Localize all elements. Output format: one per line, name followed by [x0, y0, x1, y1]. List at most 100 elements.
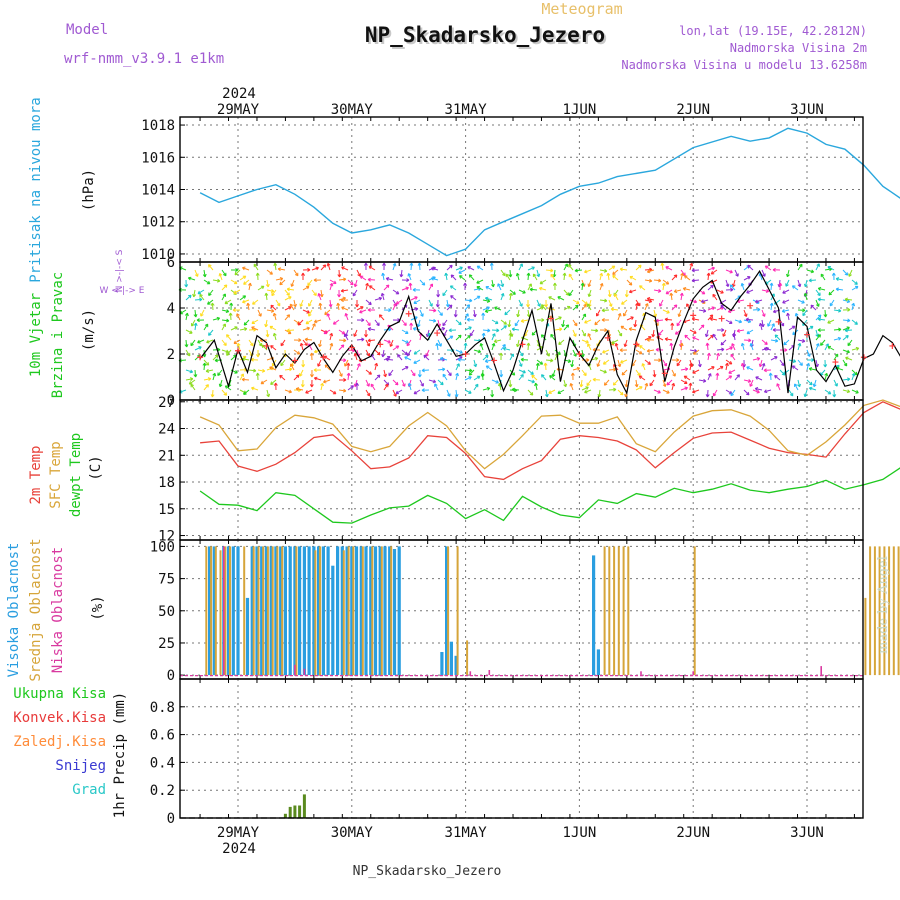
wind-arrow: [832, 389, 837, 398]
wind-arrow: [302, 309, 310, 314]
bottom-year-label: 2024: [222, 841, 256, 857]
wind-arrow: [692, 369, 700, 374]
wind-arrow: [608, 265, 616, 271]
cloud-bar: [617, 546, 620, 676]
cloud-bar: [250, 546, 254, 676]
wind-arrow: [610, 307, 619, 312]
wind-arrow: [774, 334, 781, 341]
top-date-label: 29MAY: [217, 102, 260, 118]
wind-arrow: [851, 389, 859, 394]
footer-station: NP_Skadarsko_Jezero: [353, 864, 502, 879]
wind-arrow: [273, 262, 278, 271]
top-date-label: 3JUN: [790, 102, 824, 118]
wind-arrow: [634, 379, 639, 388]
wind-arrow: [772, 327, 781, 332]
wind-arrow: [353, 329, 358, 337]
wind-arrow: [635, 349, 643, 355]
wind-arrow: [541, 304, 547, 311]
wind-arrow: [698, 324, 705, 331]
wind-arrow: [221, 339, 227, 346]
wind-arrow: [444, 272, 449, 281]
wind-arrow: [473, 295, 481, 301]
wind-arrow: [563, 324, 570, 331]
wind-arrow: [340, 288, 349, 293]
wind-arrow: [680, 272, 684, 281]
ytick-label-temperature: 12: [158, 529, 175, 545]
cloud-bar: [361, 546, 364, 676]
wind-arrow: [413, 349, 421, 355]
wind-arrow: [500, 293, 505, 301]
cloud-bar: [388, 546, 392, 676]
cloud-bar: [331, 565, 335, 676]
wind-arrow: [657, 329, 664, 336]
wind-arrow: [623, 309, 628, 317]
wind-arrow: [755, 376, 763, 381]
cloud-bar: [456, 546, 459, 676]
wind-arrow: [397, 354, 403, 361]
cloud-bar: [692, 671, 694, 676]
wind-arrow: [302, 267, 311, 272]
wind-arrow: [389, 339, 394, 347]
wind-arrow: [217, 369, 223, 376]
wind-arrow: [270, 304, 277, 311]
ytick-label-precip: 0.4: [150, 755, 175, 771]
wind-arrow: [374, 349, 381, 356]
wind-arrow: [712, 333, 718, 341]
cloud-bar: [214, 546, 217, 676]
wind-arrow: [516, 309, 521, 318]
wind-arrow: [365, 369, 372, 375]
wind-arrow: [305, 389, 313, 394]
wind-arrow: [716, 347, 725, 352]
wind-arrow: [458, 269, 466, 274]
cloud-bar: [488, 670, 491, 676]
wind-arrow: [493, 339, 502, 344]
cloud-bar: [693, 546, 696, 676]
wind-arrow: [572, 329, 577, 337]
wind-arrow: [527, 283, 532, 291]
wind-arrow: [628, 327, 637, 332]
wind-arrow: [356, 363, 361, 371]
wind-arrow: [382, 262, 387, 271]
wind-arrow: [844, 297, 853, 302]
wind-arrow: [844, 328, 853, 333]
wind-arrow: [707, 306, 715, 311]
wind-arrow: [638, 375, 646, 381]
wind-arrow: [786, 269, 790, 278]
wind-arrow: [740, 342, 745, 351]
wind-arrow: [761, 363, 766, 371]
wind-arrow: [497, 283, 502, 291]
wind-arrow: [190, 339, 196, 347]
compass-n: N >-|-< S: [115, 249, 125, 292]
wind-arrow: [806, 349, 811, 357]
wind-arrow: [356, 306, 364, 311]
wind-arrow: [468, 274, 475, 281]
wind-arrow: [207, 299, 214, 305]
wind-arrow: [221, 318, 230, 323]
wind-arrow: [689, 299, 698, 304]
wind-arrow: [842, 389, 851, 394]
wind-arrow: [761, 309, 766, 317]
wind-arrow: [601, 308, 610, 313]
cloud-bar: [288, 546, 292, 676]
cloud-bar: [345, 546, 349, 676]
wind-arrow: [338, 377, 347, 382]
wind-arrow: [329, 332, 334, 341]
wind-arrow: [536, 318, 545, 323]
wind-arrow: [653, 278, 662, 283]
wind-arrow: [272, 312, 277, 321]
wind-arrow: [255, 372, 260, 381]
wind-arrow: [815, 263, 820, 271]
cloud-ylabel-2: Niska Oblacnost: [50, 547, 66, 673]
wind-arrow: [212, 278, 221, 283]
wind-speed-line: [199, 270, 900, 395]
wind-arrow: [662, 279, 670, 285]
ytick-label-pressure: 1010: [141, 247, 175, 263]
wind-arrow: [851, 279, 858, 285]
wind-arrow: [412, 327, 421, 331]
wind-arrow: [476, 279, 484, 284]
wind-arrow: [749, 343, 754, 351]
wind-arrow: [401, 319, 407, 326]
wind-arrow: [608, 367, 617, 372]
wind-arrow: [299, 299, 304, 307]
wind-arrow: [720, 339, 727, 346]
